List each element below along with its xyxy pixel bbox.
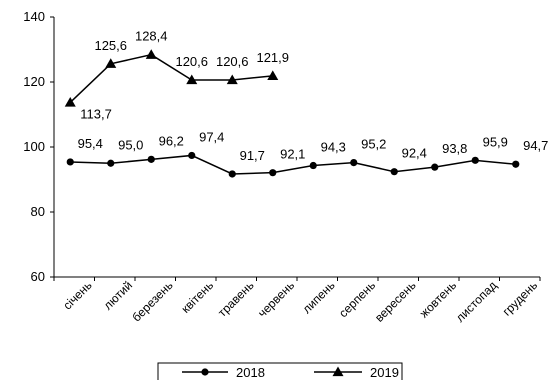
data-label: 95,0 — [118, 137, 143, 152]
data-label: 94,7 — [523, 138, 548, 153]
legend-2019-label: 2019 — [370, 365, 399, 380]
series-2018-point — [66, 158, 74, 166]
series-2018-point — [147, 155, 155, 163]
series-2019-point — [267, 70, 279, 80]
series-2019-line — [69, 53, 273, 104]
x-tick-label: травень — [215, 278, 256, 319]
data-label: 120,6 — [216, 54, 249, 69]
y-tick-label: 100 — [23, 139, 45, 154]
series-2018-line — [70, 154, 516, 175]
legend-2018-marker — [201, 368, 209, 376]
series-2019-point — [145, 49, 157, 59]
legend-2018-label: 2018 — [236, 365, 265, 380]
legend: 2018 2019 — [157, 362, 403, 385]
data-label: 120,6 — [175, 54, 208, 69]
series-2018-point — [431, 163, 439, 171]
data-label: 93,8 — [442, 141, 467, 156]
data-label: 95,2 — [361, 137, 386, 152]
series-2018-point — [188, 151, 196, 160]
y-tick-label: 80 — [31, 204, 45, 219]
data-label: 95,9 — [483, 134, 508, 149]
series-2018-point — [269, 169, 277, 177]
x-tick-label: квітень — [178, 278, 216, 316]
x-tick-label: березень — [129, 278, 175, 324]
x-tick-label: липень — [300, 278, 338, 316]
y-tick-label: 140 — [23, 9, 45, 24]
data-label: 95,4 — [78, 136, 103, 151]
series-2019-point — [64, 96, 76, 107]
y-tick-label: 60 — [31, 269, 45, 284]
series-2019-point — [105, 58, 117, 68]
series-2018-point — [228, 170, 236, 178]
x-tick-label: січень — [60, 278, 94, 312]
data-label: 92,1 — [280, 147, 305, 162]
y-tick-label: 120 — [23, 74, 45, 89]
x-tick-label: лютий — [101, 278, 135, 312]
series-2018-point — [309, 161, 317, 170]
legend-2019-marker — [332, 366, 344, 377]
data-label: 97,4 — [199, 129, 224, 144]
x-tick-label: червень — [255, 278, 297, 320]
x-tick-label: грудень — [500, 278, 540, 318]
data-label: 91,7 — [240, 148, 265, 163]
series-2018-point — [512, 160, 520, 168]
data-label: 121,9 — [256, 50, 289, 65]
series-2018-point — [471, 156, 479, 164]
data-label: 128,4 — [135, 29, 168, 44]
series-2019-point — [226, 74, 238, 85]
series-2018-point — [350, 159, 358, 167]
data-label: 113,7 — [80, 106, 112, 121]
series-2018-point — [107, 159, 115, 167]
legend-box — [157, 362, 403, 385]
data-label: 92,4 — [402, 146, 427, 161]
series-2019-point — [186, 74, 198, 85]
data-label: 94,3 — [321, 140, 346, 155]
data-label: 96,2 — [159, 133, 184, 148]
data-label: 125,6 — [94, 38, 127, 53]
x-tick-label: вересень — [372, 278, 419, 325]
x-tick-label: листопад — [453, 278, 500, 325]
series-2018-point — [390, 168, 398, 176]
